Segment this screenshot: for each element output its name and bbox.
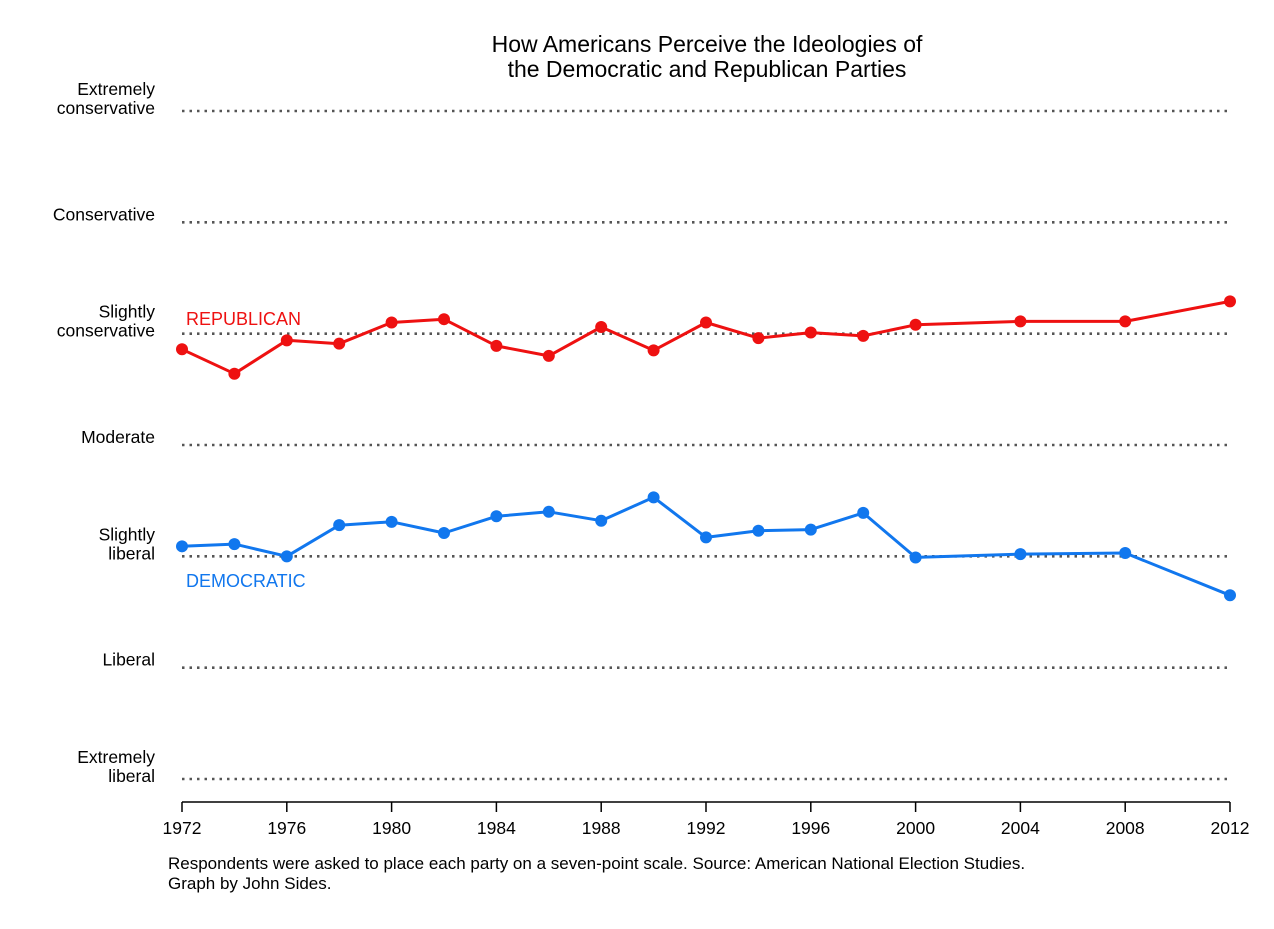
point-democratic-1974: [228, 538, 241, 551]
point-democratic-1978: [333, 519, 346, 532]
y-axis-labels: ExtremelyconservativeConservativeSlightl…: [53, 79, 155, 786]
point-democratic-1984: [490, 510, 503, 523]
x-tick-label-1976: 1976: [267, 818, 306, 838]
x-tick-label-2004: 2004: [1001, 818, 1040, 838]
point-republican-1980: [385, 316, 398, 329]
point-democratic-1990: [647, 491, 660, 504]
y-label-6-line-1: Conservative: [53, 204, 155, 224]
series-line-republican: [181, 299, 1231, 376]
point-republican-1994: [752, 332, 765, 345]
point-democratic-1994: [752, 524, 765, 537]
chart-title: How Americans Perceive the Ideologies of…: [492, 31, 923, 82]
caption-line-1: Respondents were asked to place each par…: [168, 854, 1025, 873]
series-label-republican: REPUBLICAN: [186, 309, 301, 329]
point-democratic-1998: [857, 506, 870, 519]
point-republican-1990: [647, 344, 660, 357]
x-tick-label-2008: 2008: [1106, 818, 1145, 838]
chart-title-line-1: How Americans Perceive the Ideologies of: [492, 31, 923, 57]
x-tick-label-2000: 2000: [896, 818, 935, 838]
point-democratic-2008: [1119, 546, 1132, 559]
point-republican-2008: [1119, 315, 1132, 328]
point-democratic-2000: [909, 551, 922, 564]
series-line-democratic: [181, 495, 1231, 597]
chart-title-line-2: the Democratic and Republican Parties: [508, 56, 907, 82]
y-label-1-line-2: liberal: [108, 766, 155, 786]
point-republican-1996: [804, 326, 817, 339]
x-tick-label-2012: 2012: [1211, 818, 1250, 838]
point-republican-1976: [280, 334, 293, 347]
point-republican-1992: [700, 316, 712, 329]
y-label-2-line-1: Liberal: [102, 650, 155, 670]
point-republican-2000: [909, 318, 922, 331]
x-tick-label-1980: 1980: [372, 818, 411, 838]
point-democratic-1982: [438, 526, 450, 539]
y-label-3-line-1: Slightly: [99, 524, 156, 544]
point-republican-1982: [438, 313, 450, 326]
point-democratic-1976: [280, 550, 293, 563]
caption-line-2: Graph by John Sides.: [168, 874, 331, 893]
y-label-7-line-2: conservative: [57, 98, 155, 118]
x-tick-label-1984: 1984: [477, 818, 516, 838]
y-label-3-line-2: liberal: [108, 543, 155, 563]
point-republican-2012: [1224, 295, 1236, 308]
point-republican-1998: [857, 329, 870, 342]
caption: Respondents were asked to place each par…: [168, 854, 1025, 893]
y-label-5-line-1: Slightly: [99, 302, 156, 322]
x-tick-label-1972: 1972: [163, 818, 202, 838]
x-tick-label-1988: 1988: [582, 818, 621, 838]
y-label-7-line-1: Extremely: [77, 79, 155, 99]
x-tick-label-1996: 1996: [791, 818, 830, 838]
point-republican-1978: [333, 337, 346, 350]
point-democratic-1988: [595, 514, 608, 527]
point-democratic-2004: [1014, 548, 1027, 561]
gridlines: [182, 109, 1228, 781]
point-republican-1988: [595, 320, 608, 333]
series: REPUBLICAN DEMOCRATIC: [176, 295, 1236, 602]
x-axis: 1972 1976 1980 1984 1988 1992 1996 2000 2004 2008…: [163, 801, 1250, 838]
point-democratic-1980: [385, 515, 398, 528]
series-democratic: DEMOCRATIC: [176, 491, 1236, 602]
x-tick-label-1992: 1992: [687, 818, 726, 838]
point-democratic-1992: [700, 531, 712, 544]
point-democratic-2012: [1224, 589, 1236, 602]
point-republican-1972: [176, 343, 188, 356]
point-republican-2004: [1014, 315, 1027, 328]
point-republican-1986: [542, 349, 555, 362]
series-republican: REPUBLICAN: [176, 295, 1236, 380]
y-label-1-line-1: Extremely: [77, 747, 155, 767]
series-label-democratic: DEMOCRATIC: [186, 571, 306, 591]
point-democratic-1996: [804, 523, 817, 536]
point-democratic-1972: [176, 540, 188, 553]
y-label-5-line-2: conservative: [57, 321, 155, 341]
point-democratic-1986: [542, 505, 555, 518]
point-republican-1974: [228, 367, 241, 380]
point-republican-1984: [490, 339, 503, 352]
y-label-4-line-1: Moderate: [81, 427, 155, 447]
